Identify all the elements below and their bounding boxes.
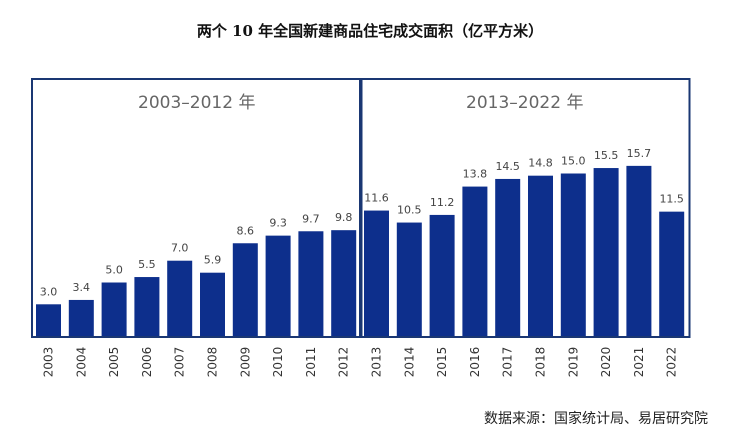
bar-2018 <box>528 175 553 337</box>
bar-2021 <box>626 165 652 337</box>
group-label-2: 2013–2022 年 <box>466 93 583 113</box>
bar-2006 <box>134 277 160 337</box>
value-label-2003: 3.0 <box>40 285 58 298</box>
value-label-2010: 9.3 <box>269 217 287 230</box>
group-label-1: 2003–2012 年 <box>138 93 255 113</box>
bar-2012 <box>331 230 357 337</box>
x-tick-label-2004: 2004 <box>74 347 88 378</box>
chart-title: 两个 10 年全国新建商品住宅成交面积（亿平方米） <box>196 22 544 40</box>
value-label-2014: 10.5 <box>397 204 422 217</box>
x-tick-label-2009: 2009 <box>238 347 252 378</box>
value-label-2005: 5.0 <box>105 264 123 277</box>
value-label-2013: 11.6 <box>364 192 389 205</box>
value-label-2022: 11.5 <box>659 193 684 206</box>
x-tick-label-2018: 2018 <box>534 347 548 378</box>
x-tick-label-2014: 2014 <box>402 347 416 378</box>
x-tick-label-2020: 2020 <box>599 347 613 378</box>
x-tick-label-2010: 2010 <box>271 347 285 378</box>
bar-2005 <box>101 282 127 337</box>
x-tick-label-2017: 2017 <box>501 347 515 378</box>
bar-2014 <box>396 222 422 337</box>
bar-2022 <box>659 211 685 337</box>
bar-2015 <box>429 214 455 337</box>
bar-2017 <box>495 178 521 337</box>
x-tick-label-2012: 2012 <box>337 347 351 378</box>
x-tick-label-2011: 2011 <box>304 347 318 378</box>
value-label-2021: 15.7 <box>627 147 652 160</box>
source-note: 数据来源：国家统计局、易居研究院 <box>484 411 708 427</box>
value-label-2004: 3.4 <box>73 281 91 294</box>
x-tick-label-2006: 2006 <box>140 347 154 378</box>
bar-2020 <box>593 168 619 337</box>
bar-2009 <box>232 243 258 337</box>
x-tick-label-2021: 2021 <box>632 347 646 378</box>
value-label-2015: 11.2 <box>430 196 455 209</box>
value-label-2006: 5.5 <box>138 258 156 271</box>
x-tick-label-2003: 2003 <box>42 347 56 378</box>
bar-2008 <box>200 272 225 337</box>
value-label-2007: 7.0 <box>171 242 189 255</box>
bar-2016 <box>462 186 488 337</box>
value-label-2016: 13.8 <box>463 168 488 181</box>
bar-2003 <box>36 304 61 337</box>
value-label-2018: 14.8 <box>528 157 553 170</box>
x-tick-label-2008: 2008 <box>206 347 220 378</box>
x-tick-label-2007: 2007 <box>173 347 187 378</box>
bar-2004 <box>68 299 94 337</box>
bar-2007 <box>167 260 193 337</box>
value-label-2009: 8.6 <box>237 224 255 237</box>
x-tick-label-2005: 2005 <box>107 347 121 378</box>
bar-2013 <box>364 210 389 337</box>
x-tick-label-2015: 2015 <box>435 347 449 378</box>
value-label-2020: 15.5 <box>594 149 619 162</box>
bar-2019 <box>560 173 586 337</box>
value-label-2019: 15.0 <box>561 155 586 168</box>
bar-2011 <box>298 231 324 337</box>
value-label-2012: 9.8 <box>335 211 353 224</box>
x-tick-label-2019: 2019 <box>566 347 580 378</box>
x-tick-label-2013: 2013 <box>370 347 384 378</box>
value-label-2008: 5.9 <box>204 254 222 267</box>
x-tick-label-2016: 2016 <box>468 347 482 378</box>
x-tick-label-2022: 2022 <box>665 347 679 378</box>
value-label-2011: 9.7 <box>302 212 320 225</box>
bar-2010 <box>265 235 291 337</box>
value-label-2017: 14.5 <box>495 160 520 173</box>
